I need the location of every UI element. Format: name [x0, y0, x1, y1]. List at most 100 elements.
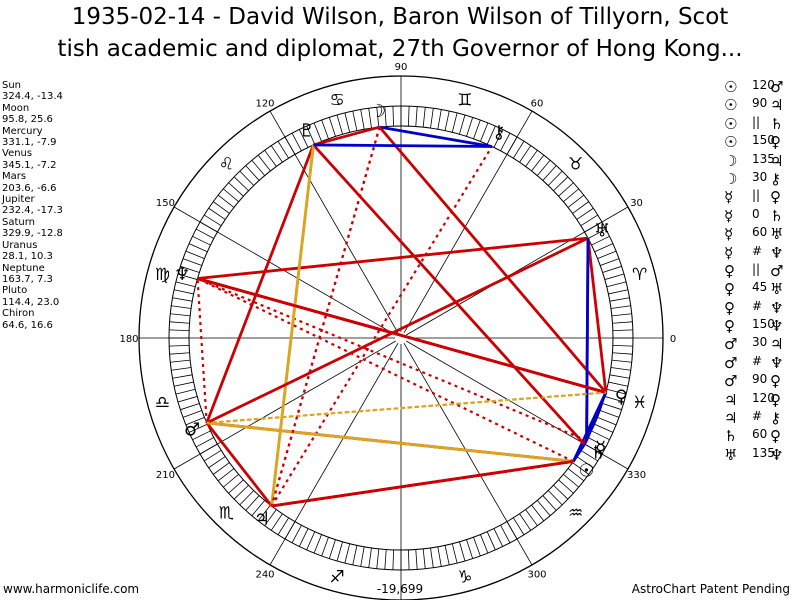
- degree-tick: [558, 479, 574, 494]
- degree-tick: [415, 106, 418, 127]
- aspect-line: [206, 391, 606, 424]
- degree-tick: [553, 176, 569, 192]
- degree-tick: [486, 531, 496, 551]
- degree-tick: [177, 396, 198, 403]
- planet-name-pluto: Pluto: [2, 285, 28, 297]
- degree-tick: [422, 548, 426, 569]
- degree-tick: [368, 547, 372, 568]
- aspect-planet-a-icon: ♂: [724, 335, 738, 354]
- degree-tick: [531, 504, 545, 522]
- degree-tick: [208, 456, 226, 469]
- degree-tick: [542, 165, 557, 181]
- aspect-line: [312, 143, 586, 446]
- planet-coords-saturn: 329.9, -12.8: [2, 228, 63, 240]
- planet-name-moon: Moon: [2, 102, 30, 114]
- degree-label: 330: [627, 470, 646, 481]
- planet-name-sun: Sun: [2, 80, 22, 91]
- degree-tick: [208, 207, 226, 220]
- degree-tick: [217, 194, 235, 208]
- degree-tick: [611, 313, 632, 317]
- degree-tick: [500, 132, 511, 152]
- degree-tick: [606, 281, 627, 288]
- planet-moon-icon: ☽: [370, 101, 386, 122]
- planet-coords-jupiter: 232.4, -17.3: [2, 205, 63, 217]
- degree-tick: [204, 450, 222, 462]
- degree-tick: [352, 110, 358, 131]
- degree-tick: [415, 549, 418, 570]
- degree-tick: [444, 545, 450, 566]
- degree-tick: [313, 122, 322, 142]
- aspect-planet-b-icon: ♆: [770, 445, 784, 464]
- degree-tick: [277, 517, 289, 535]
- degree-tick: [217, 468, 235, 482]
- degree-tick: [606, 388, 627, 395]
- aspect-planet-b-icon: ♆: [770, 298, 784, 317]
- degree-tick: [328, 539, 336, 559]
- aspect-planet-b-icon: ♅: [770, 225, 784, 244]
- planet-neptune-icon: ♆: [174, 264, 190, 285]
- aspect-line: [313, 143, 492, 148]
- planet-coords-sun: 324.4, -13.4: [2, 91, 63, 103]
- planet-name-neptune: Neptune: [2, 262, 45, 274]
- degree-tick: [169, 344, 190, 347]
- degree-tick: [173, 381, 194, 387]
- aspect-planet-a-icon: ☿: [724, 206, 734, 225]
- degree-tick: [459, 114, 466, 135]
- division-spoke: [173, 206, 397, 336]
- planet-venus-icon: ♀: [615, 387, 628, 408]
- aspect-planet-a-icon: ☿: [724, 243, 734, 262]
- degree-tick: [473, 537, 481, 557]
- aspect-angle: #: [752, 353, 763, 368]
- aspect-line: [206, 391, 606, 424]
- aspect-planet-b-icon: ♀: [770, 372, 781, 391]
- aspect-planet-a-icon: ♀: [724, 261, 735, 280]
- aspect-angle: 150: [752, 133, 775, 148]
- aspect-line: [313, 125, 380, 147]
- degree-tick: [536, 500, 551, 516]
- zodiac-sign-icon: ♒: [568, 504, 583, 524]
- aspect-line: [271, 460, 574, 508]
- planet-name-chiron: Chiron: [2, 308, 35, 320]
- degree-tick: [384, 106, 387, 127]
- planet-coords-chiron: 64.6, 16.6: [2, 319, 53, 331]
- aspect-line: [586, 237, 608, 393]
- degree-tick: [171, 367, 192, 371]
- planet-saturn-icon: ♄: [590, 442, 606, 463]
- footer-website[interactable]: www.harmoniclife.com: [3, 582, 140, 596]
- degree-tick: [306, 531, 316, 551]
- degree-tick: [519, 145, 532, 163]
- aspect-angle: 45: [752, 280, 768, 295]
- degree-tick: [376, 548, 380, 569]
- division-spoke: [403, 110, 533, 334]
- degree-tick: [298, 129, 309, 148]
- degree-label: 90: [395, 62, 408, 73]
- degree-tick: [257, 154, 271, 172]
- aspect-planet-a-icon: ♃: [724, 409, 738, 428]
- degree-tick: [213, 462, 230, 475]
- aspect-angle: 60: [752, 427, 768, 442]
- aspect-angle: 90: [752, 96, 768, 111]
- aspect-angle: 150: [752, 317, 775, 332]
- degree-tick: [459, 541, 466, 562]
- aspect-planet-a-icon: ☿: [724, 225, 734, 244]
- degree-tick: [298, 528, 309, 547]
- degree-tick: [576, 456, 594, 469]
- aspect-planet-b-icon: ♅: [770, 280, 784, 299]
- degree-tick: [602, 265, 622, 273]
- degree-tick: [360, 546, 365, 567]
- planet-jupiter-icon: ♃: [254, 509, 270, 530]
- degree-label: 210: [156, 470, 175, 481]
- aspect-planet-a-icon: ♀: [724, 280, 735, 299]
- degree-label: 60: [531, 98, 544, 109]
- aspect-planet-a-icon: ☽: [724, 169, 738, 188]
- aspect-angle: #: [752, 298, 763, 313]
- aspect-planet-a-icon: ☉: [724, 96, 738, 115]
- degree-tick: [611, 359, 632, 363]
- degree-tick: [336, 114, 343, 135]
- aspect-planet-b-icon: ♃: [770, 335, 784, 354]
- degree-tick: [486, 125, 496, 145]
- degree-tick: [558, 182, 574, 197]
- degree-tick: [587, 228, 607, 239]
- degree-label: 30: [630, 198, 643, 209]
- degree-tick: [270, 513, 283, 531]
